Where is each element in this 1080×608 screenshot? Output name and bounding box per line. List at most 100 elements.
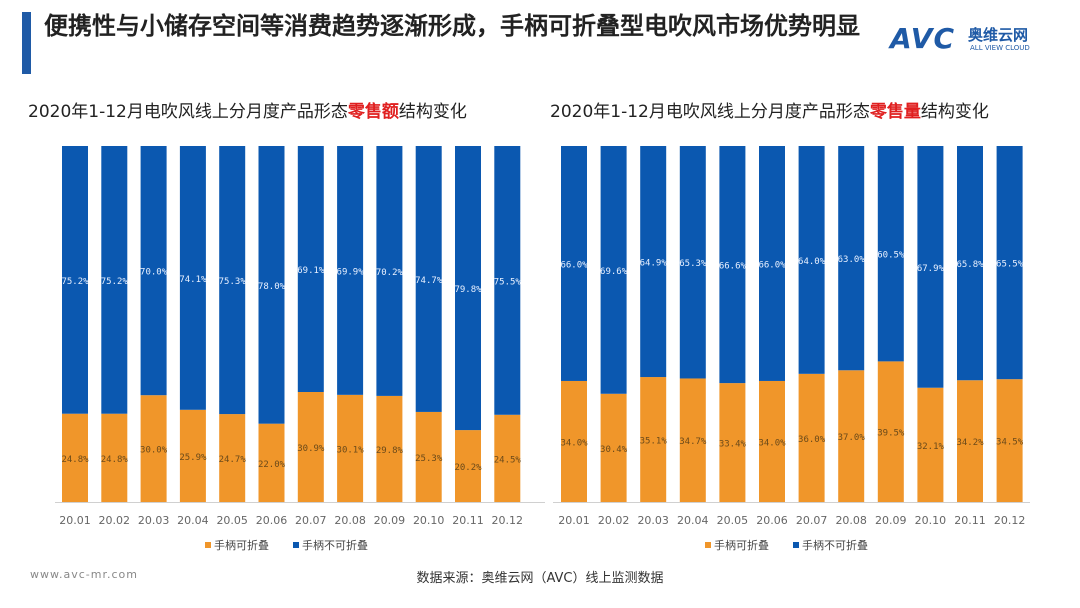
x-tick-label: 20.05 [216, 514, 248, 527]
bar-non-foldable [759, 146, 785, 381]
legend-label: 手柄不可折叠 [302, 538, 368, 552]
title-post: 结构变化 [920, 102, 989, 122]
data-label-foldable: 33.4% [719, 440, 747, 450]
data-label-non-foldable: 65.3% [679, 259, 707, 269]
data-label-non-foldable: 79.8% [454, 285, 482, 295]
x-tick-label: 20.10 [413, 514, 445, 527]
data-label-non-foldable: 75.2% [61, 277, 89, 287]
x-tick-label: 20.12 [492, 514, 524, 527]
x-tick-label: 20.07 [796, 514, 828, 527]
bar-non-foldable [258, 146, 285, 424]
bar-foldable [376, 395, 403, 502]
x-tick-label: 20.02 [99, 514, 131, 527]
data-label-non-foldable: 69.6% [600, 267, 628, 277]
data-label-foldable: 30.4% [600, 445, 628, 455]
bar-foldable [258, 423, 285, 502]
x-tick-label: 20.12 [994, 514, 1026, 527]
data-label-foldable: 25.3% [415, 454, 443, 464]
data-label-foldable: 24.7% [219, 455, 247, 465]
data-source: 数据来源：奥维云网（AVC）线上监测数据 [416, 571, 664, 586]
data-label-non-foldable: 74.1% [179, 275, 207, 285]
bar-foldable [679, 378, 706, 502]
data-label-foldable: 37.0% [838, 433, 866, 443]
data-label-non-foldable: 65.5% [996, 260, 1024, 270]
bar-non-foldable [719, 146, 746, 384]
bar-non-foldable [219, 146, 246, 415]
bar-foldable [140, 395, 167, 502]
bar-foldable [561, 380, 587, 502]
bar-non-foldable [877, 146, 904, 362]
bar-non-foldable [679, 146, 706, 379]
x-tick-label: 20.06 [756, 514, 788, 527]
logo-avc-text: AVC [890, 22, 955, 55]
logo-en-text: ALL VIEW CLOUD [970, 44, 1030, 52]
data-label-foldable: 24.8% [61, 455, 89, 465]
bar-foldable [600, 393, 627, 502]
data-label-non-foldable: 64.9% [640, 259, 668, 269]
bar-foldable [297, 391, 324, 502]
data-label-non-foldable: 67.9% [917, 264, 945, 274]
legend-swatch [293, 542, 299, 548]
data-label-foldable: 24.5% [494, 455, 522, 465]
title-pre: 2020年1-12月电吹风线上分月度产品形态 [550, 102, 870, 122]
x-tick-label: 20.08 [835, 514, 867, 527]
x-tick-label: 20.08 [334, 514, 366, 527]
x-tick-label: 20.01 [59, 514, 91, 527]
data-label-non-foldable: 65.8% [956, 260, 984, 270]
data-label-foldable: 20.2% [454, 463, 482, 473]
data-label-foldable: 25.9% [179, 453, 207, 463]
chart-title-sales-value: 2020年1-12月电吹风线上分月度产品形态零售额结构变化 [28, 97, 467, 122]
data-label-non-foldable: 69.9% [337, 267, 365, 277]
data-label-non-foldable: 66.0% [758, 260, 786, 270]
bar-non-foldable [297, 146, 324, 392]
legend-swatch [705, 542, 711, 548]
data-label-foldable: 34.2% [956, 438, 984, 448]
x-tick-label: 20.01 [558, 514, 590, 527]
bar-foldable [877, 361, 904, 502]
data-label-foldable: 29.8% [376, 446, 404, 456]
title-accent-bar [22, 12, 31, 74]
x-tick-label: 20.11 [954, 514, 986, 527]
bar-non-foldable [376, 146, 403, 396]
data-label-foldable: 30.1% [337, 445, 365, 455]
bar-foldable [219, 414, 246, 502]
title-highlight: 零售量 [869, 102, 921, 122]
x-tick-label: 20.03 [637, 514, 669, 527]
legend-label: 手柄可折叠 [714, 538, 769, 552]
data-label-foldable: 35.1% [640, 437, 668, 447]
x-tick-label: 20.06 [256, 514, 288, 527]
data-label-non-foldable: 75.2% [101, 277, 129, 287]
data-label-non-foldable: 75.3% [219, 277, 247, 287]
data-label-non-foldable: 78.0% [258, 282, 286, 292]
title-post: 结构变化 [398, 102, 467, 122]
bar-non-foldable [494, 146, 521, 415]
data-label-non-foldable: 66.6% [719, 262, 747, 272]
data-label-foldable: 34.5% [996, 438, 1024, 448]
x-tick-label: 20.07 [295, 514, 327, 527]
bar-foldable [640, 377, 667, 502]
bar-non-foldable [62, 146, 88, 414]
data-label-non-foldable: 63.0% [838, 255, 866, 265]
x-tick-label: 20.04 [677, 514, 709, 527]
x-tick-label: 20.02 [598, 514, 630, 527]
legend-label: 手柄可折叠 [214, 538, 269, 552]
data-label-foldable: 32.1% [917, 442, 945, 452]
x-tick-label: 20.10 [915, 514, 947, 527]
data-label-foldable: 39.5% [877, 429, 905, 439]
bar-foldable [917, 387, 944, 502]
x-tick-label: 20.04 [177, 514, 209, 527]
data-label-non-foldable: 66.0% [560, 260, 588, 270]
bar-foldable [455, 430, 481, 502]
title-highlight: 零售额 [347, 102, 399, 122]
chart-title-sales-volume: 2020年1-12月电吹风线上分月度产品形态零售量结构变化 [550, 97, 989, 122]
bar-non-foldable [561, 146, 587, 381]
bar-non-foldable [996, 146, 1023, 380]
x-tick-label: 20.09 [374, 514, 406, 527]
data-label-foldable: 30.9% [297, 444, 325, 454]
bar-non-foldable [798, 146, 825, 374]
bar-non-foldable [140, 146, 167, 396]
bar-foldable [957, 380, 983, 502]
data-label-non-foldable: 70.0% [140, 268, 168, 278]
bar-foldable [494, 414, 521, 502]
